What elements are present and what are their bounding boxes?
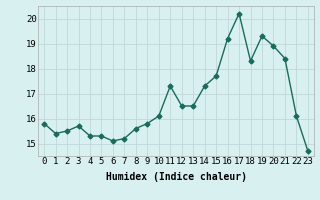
X-axis label: Humidex (Indice chaleur): Humidex (Indice chaleur) <box>106 172 246 182</box>
